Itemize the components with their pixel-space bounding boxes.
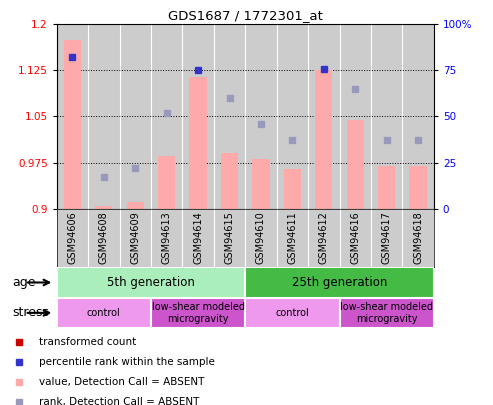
Bar (57, 267, 245, 298)
Text: GSM94612: GSM94612 (319, 211, 329, 264)
Bar (284, 168, 301, 209)
Text: GSM94617: GSM94617 (382, 211, 392, 264)
Bar (151, 298, 245, 328)
Text: percentile rank within the sample: percentile rank within the sample (39, 357, 214, 367)
Text: GSM94615: GSM94615 (224, 211, 235, 264)
Text: rank, Detection Call = ABSENT: rank, Detection Call = ABSENT (39, 397, 199, 405)
Text: value, Detection Call = ABSENT: value, Detection Call = ABSENT (39, 377, 204, 387)
Bar (378, 166, 395, 209)
Text: stress: stress (12, 306, 49, 320)
Bar (245, 267, 434, 298)
Bar (64, 40, 81, 209)
Text: GSM94609: GSM94609 (130, 211, 141, 264)
Text: low-shear modeled
microgravity: low-shear modeled microgravity (152, 302, 245, 324)
Text: GSM94608: GSM94608 (99, 211, 109, 264)
Text: GSM94606: GSM94606 (68, 211, 77, 264)
Bar (57, 298, 151, 328)
Text: age: age (12, 276, 36, 289)
Text: control: control (87, 308, 121, 318)
Text: GSM94618: GSM94618 (413, 211, 423, 264)
Bar (221, 153, 238, 209)
Text: control: control (276, 308, 309, 318)
Bar (127, 202, 144, 209)
Bar (189, 77, 207, 209)
Bar (252, 160, 270, 209)
Bar (410, 166, 427, 209)
Bar (340, 298, 434, 328)
Text: GSM94614: GSM94614 (193, 211, 203, 264)
Bar (158, 156, 176, 209)
Bar (245, 298, 340, 328)
Text: 5th generation: 5th generation (107, 276, 195, 289)
Bar (347, 119, 364, 209)
Text: transformed count: transformed count (39, 337, 136, 347)
Text: low-shear modeled
microgravity: low-shear modeled microgravity (340, 302, 433, 324)
Text: GSM94613: GSM94613 (162, 211, 172, 264)
Text: GSM94616: GSM94616 (350, 211, 360, 264)
Bar (95, 205, 112, 209)
Text: GSM94610: GSM94610 (256, 211, 266, 264)
Bar (315, 70, 332, 209)
Text: 25th generation: 25th generation (292, 276, 387, 289)
Text: GSM94611: GSM94611 (287, 211, 297, 264)
Title: GDS1687 / 1772301_at: GDS1687 / 1772301_at (168, 9, 323, 22)
